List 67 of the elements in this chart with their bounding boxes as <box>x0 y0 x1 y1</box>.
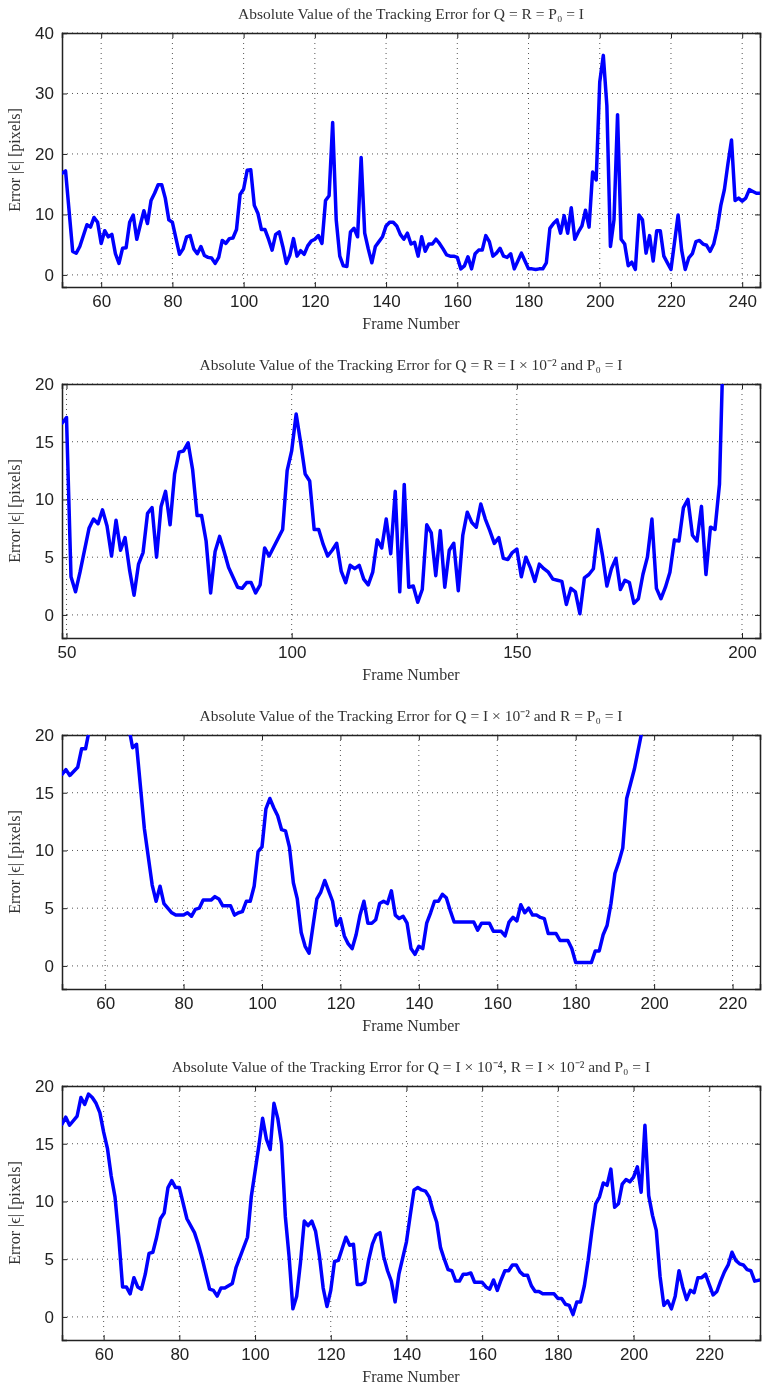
x-tick-label: 80 <box>163 292 183 312</box>
x-tick-label: 200 <box>586 292 615 312</box>
y-tick-label: 10 <box>35 490 54 510</box>
y-tick-label: 15 <box>35 1134 54 1154</box>
x-tick-label: 120 <box>326 994 356 1014</box>
x-tick-label: 60 <box>94 1345 114 1365</box>
x-tick-label: 100 <box>248 994 277 1014</box>
y-tick-label: 30 <box>35 84 54 104</box>
y-axis-title: Error |ϵ| [pixels] <box>6 1161 24 1265</box>
x-tick-label: 180 <box>544 1345 573 1365</box>
y-tick-label: 0 <box>44 605 54 625</box>
y-tick-label: 5 <box>44 899 54 919</box>
y-tick-label: 10 <box>35 205 54 225</box>
x-tick-label: 50 <box>57 643 77 663</box>
y-tick-label: 15 <box>35 432 54 452</box>
y-tick-label: 0 <box>44 956 54 976</box>
chart-title: Absolute Value of the Tracking Error for Q = R = I × 10⁻² and P₀ = I <box>199 356 623 373</box>
x-axis-title: Frame Number <box>362 666 461 683</box>
x-axis-title: Frame Number <box>362 1368 461 1385</box>
y-tick-label: 5 <box>44 1250 54 1270</box>
y-tick-label: 40 <box>35 23 54 43</box>
x-tick-label: 140 <box>405 994 434 1014</box>
y-tick-label: 5 <box>44 548 54 568</box>
chart-title: Absolute Value of the Tracking Error for Q = R = P₀ = I <box>237 5 585 22</box>
x-tick-label: 150 <box>503 643 532 663</box>
line-series <box>62 384 724 616</box>
x-tick-label: 200 <box>640 994 669 1014</box>
y-tick-label: 20 <box>35 725 54 745</box>
y-tick-label: 10 <box>35 1192 54 1212</box>
x-tick-label: 240 <box>728 292 757 312</box>
chart-title: Absolute Value of the Tracking Error for Q = I × 10⁻⁴, R = I × 10⁻² and P₀ = I <box>171 1058 651 1075</box>
x-tick-label: 140 <box>392 1345 422 1365</box>
x-axis-title: Frame Number <box>362 1017 461 1034</box>
x-tick-label: 160 <box>468 1345 497 1365</box>
y-tick-label: 20 <box>35 1076 54 1096</box>
y-axis-title: Error |ϵ| [pixels] <box>6 810 24 914</box>
line-series <box>62 53 760 272</box>
y-axis-title: Error |ϵ| [pixels] <box>6 108 24 212</box>
x-tick-label: 160 <box>443 292 472 312</box>
chart-title: Absolute Value of the Tracking Error for Q = I × 10⁻² and R = P₀ = I <box>199 707 623 724</box>
y-tick-label: 15 <box>35 783 54 803</box>
x-tick-label: 100 <box>277 643 307 663</box>
x-tick-label: 100 <box>241 1345 270 1365</box>
x-axis-title: Frame Number <box>362 315 461 332</box>
x-tick-label: 220 <box>718 994 748 1014</box>
x-tick-label: 80 <box>170 1345 190 1365</box>
x-tick-label: 60 <box>96 994 116 1014</box>
y-tick-label: 10 <box>35 841 54 861</box>
x-tick-label: 120 <box>301 292 330 312</box>
x-tick-label: 220 <box>695 1345 724 1365</box>
x-tick-label: 180 <box>514 292 544 312</box>
y-tick-label: 0 <box>44 1307 54 1327</box>
y-tick-label: 20 <box>35 374 54 394</box>
x-tick-label: 140 <box>372 292 401 312</box>
x-tick-label: 220 <box>657 292 686 312</box>
y-axis-title: Error |ϵ| [pixels] <box>6 459 24 563</box>
x-tick-label: 200 <box>728 643 757 663</box>
x-tick-label: 60 <box>92 292 112 312</box>
x-tick-label: 120 <box>317 1345 346 1365</box>
line-series <box>62 1092 760 1317</box>
x-tick-label: 80 <box>174 994 194 1014</box>
x-tick-label: 200 <box>619 1345 649 1365</box>
x-tick-label: 180 <box>562 994 591 1014</box>
y-tick-label: 0 <box>44 265 54 285</box>
y-tick-label: 20 <box>35 144 54 164</box>
x-tick-label: 160 <box>483 994 512 1014</box>
x-tick-label: 100 <box>229 292 259 312</box>
